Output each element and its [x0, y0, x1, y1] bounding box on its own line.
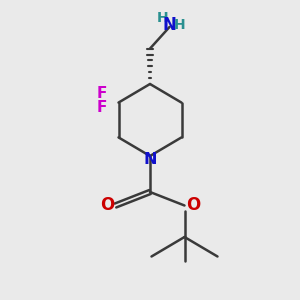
Text: N: N [163, 16, 176, 34]
Text: O: O [186, 196, 200, 214]
Text: F: F [97, 100, 107, 115]
Text: F: F [97, 86, 107, 101]
Text: O: O [100, 196, 114, 214]
Text: N: N [143, 152, 157, 167]
Text: H: H [173, 18, 185, 32]
Text: H: H [157, 11, 169, 25]
